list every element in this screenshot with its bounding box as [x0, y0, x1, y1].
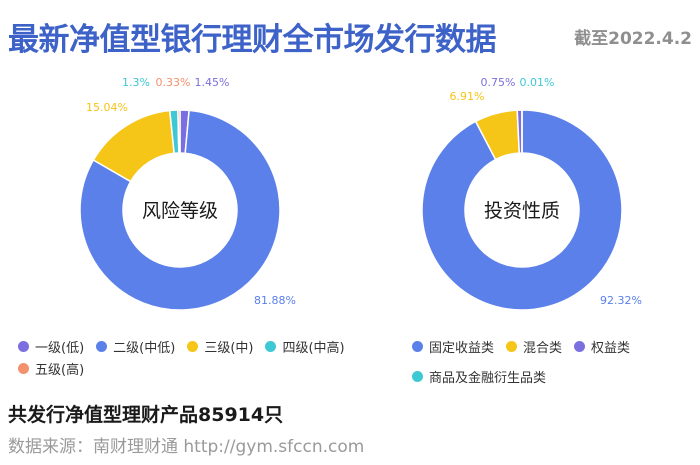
legend-swatch — [412, 370, 423, 382]
data-label-invest-0: 92.32% — [600, 294, 642, 307]
legend-item[interactable]: 权益类 — [574, 337, 630, 356]
legend-swatch — [506, 340, 518, 352]
data-label-invest-2: 0.75% — [481, 76, 516, 89]
legend-label: 一级(低) — [35, 340, 85, 356]
legend-item[interactable]: 四级(中高) — [265, 337, 345, 356]
slice-risk-4[interactable] — [177, 109, 181, 154]
legend-row: 商品及金融衍生品类 — [412, 365, 692, 387]
legend-risk-level: 一级(低) 二级(中低) 三级(中) 四级(中高) 五级(高) — [18, 335, 348, 379]
legend-investment-type: 固定收益类 混合类 权益类 商品及金融衍生品类 — [412, 335, 692, 387]
data-label-invest-1: 6.91% — [450, 90, 485, 103]
date-label: 截至2022.4.2 — [574, 29, 692, 49]
legend-swatch — [265, 340, 277, 352]
legend-label: 混合类 — [523, 340, 563, 356]
data-label-risk-1: 81.88% — [254, 294, 296, 307]
legend-swatch — [412, 340, 423, 352]
legend-label: 四级(中高) — [282, 340, 345, 356]
legend-swatch — [96, 340, 108, 352]
legend-swatch — [574, 340, 586, 352]
legend-item[interactable]: 三级(中) — [187, 337, 253, 356]
data-label-risk-4: 0.33% — [156, 76, 191, 89]
legend-row: 固定收益类 混合类 权益类 — [412, 335, 692, 357]
legend-item[interactable]: 固定收益类 — [412, 337, 494, 356]
legend-swatch — [187, 340, 199, 352]
legend-item[interactable]: 商品及金融衍生品类 — [412, 367, 546, 386]
legend-label: 二级(中低) — [113, 340, 176, 356]
legend-label: 三级(中) — [204, 340, 254, 356]
page-title: 最新净值型银行理财全市场发行数据 — [8, 22, 497, 58]
data-label-risk-0: 1.45% — [195, 76, 230, 89]
legend-label: 固定收益类 — [429, 340, 495, 356]
legend-item[interactable]: 混合类 — [506, 337, 562, 356]
data-label-risk-3: 1.3% — [122, 76, 150, 89]
legend-label: 五级(高) — [35, 362, 85, 378]
legend-item[interactable]: 五级(高) — [18, 359, 84, 378]
slice-risk-1[interactable] — [79, 109, 281, 311]
source-text: 数据来源：南财理财通 http://gym.sfccn.com — [8, 437, 365, 457]
donut-charts: 1.45% 81.88% 15.04% 1.3% 0.33% 风险等级 92.32% 6.91… — [79, 76, 642, 311]
chart-center-title-invest: 投资性质 — [484, 200, 560, 222]
chart-center-title-risk: 风险等级 — [142, 200, 218, 222]
legend-swatch — [18, 362, 29, 374]
legend-row: 一级(低) 二级(中低) 三级(中) 四级(中高) — [18, 335, 348, 357]
slice-invest-0[interactable] — [421, 109, 623, 311]
header: 最新净值型银行理财全市场发行数据 截至2022.4.2 — [8, 14, 692, 64]
summary-text: 共发行净值型理财产品85914只 — [8, 404, 284, 426]
legend-label: 商品及金融衍生品类 — [429, 370, 547, 386]
data-label-risk-2: 15.04% — [86, 101, 128, 114]
legend-swatch — [18, 340, 29, 352]
legend-item[interactable]: 二级(中低) — [96, 337, 175, 356]
data-label-invest-3: 0.01% — [520, 76, 555, 89]
legend-label: 权益类 — [591, 340, 631, 356]
legend-item[interactable]: 一级(低) — [18, 337, 84, 356]
legend-row: 五级(高) — [18, 357, 348, 379]
